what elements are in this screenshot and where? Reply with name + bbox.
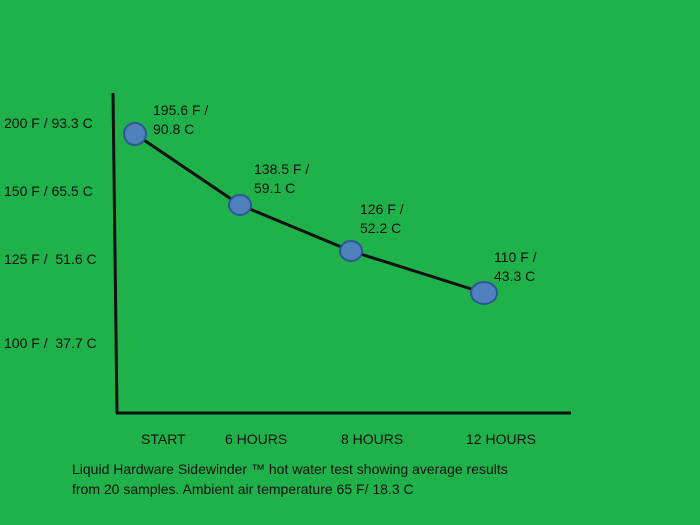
y-tick-label: 150 F / 65.5 C: [4, 183, 93, 199]
data-point-4: [470, 281, 498, 305]
x-tick-label: START: [141, 431, 186, 447]
data-label-celsius: 43.3 C: [494, 268, 536, 284]
data-point-2: [228, 194, 252, 216]
x-tick-label: 6 HOURS: [225, 431, 288, 447]
chart-caption: Liquid Hardware Sidewinder ™ hot water t…: [72, 459, 612, 499]
data-label-fahrenheit: 110 F /: [494, 249, 537, 265]
y-tick-label: 200 F / 93.3 C: [4, 115, 93, 131]
data-label: 195.6 F / 90.8 C: [153, 101, 208, 139]
data-points: [123, 122, 498, 305]
x-tick-label: 8 HOURS: [341, 431, 404, 447]
data-label-celsius: 59.1 C: [254, 180, 296, 196]
data-label-celsius: 52.2 C: [360, 220, 402, 236]
data-label-fahrenheit: 138.5 F /: [254, 161, 310, 177]
data-point-1: [123, 122, 147, 146]
data-label: 138.5 F / 59.1 C: [254, 160, 309, 198]
caption-line: from 20 samples. Ambient air temperature…: [72, 481, 414, 497]
y-tick-label: 125 F / 51.6 C: [4, 251, 97, 267]
x-tick-label: 12 HOURS: [466, 431, 537, 447]
y-axis: [111, 92, 119, 414]
y-tick-label: 100 F / 37.7 C: [4, 335, 97, 351]
data-label-celsius: 90.8 C: [153, 121, 195, 137]
data-point-3: [339, 240, 363, 262]
data-label-fahrenheit: 195.6 F /: [153, 102, 209, 118]
data-label: 110 F / 43.3 C: [494, 248, 537, 286]
caption-line: Liquid Hardware Sidewinder ™ hot water t…: [72, 461, 508, 477]
data-label-fahrenheit: 126 F /: [360, 201, 404, 217]
series-line: [134, 132, 485, 295]
data-label: 126 F / 52.2 C: [360, 200, 404, 238]
